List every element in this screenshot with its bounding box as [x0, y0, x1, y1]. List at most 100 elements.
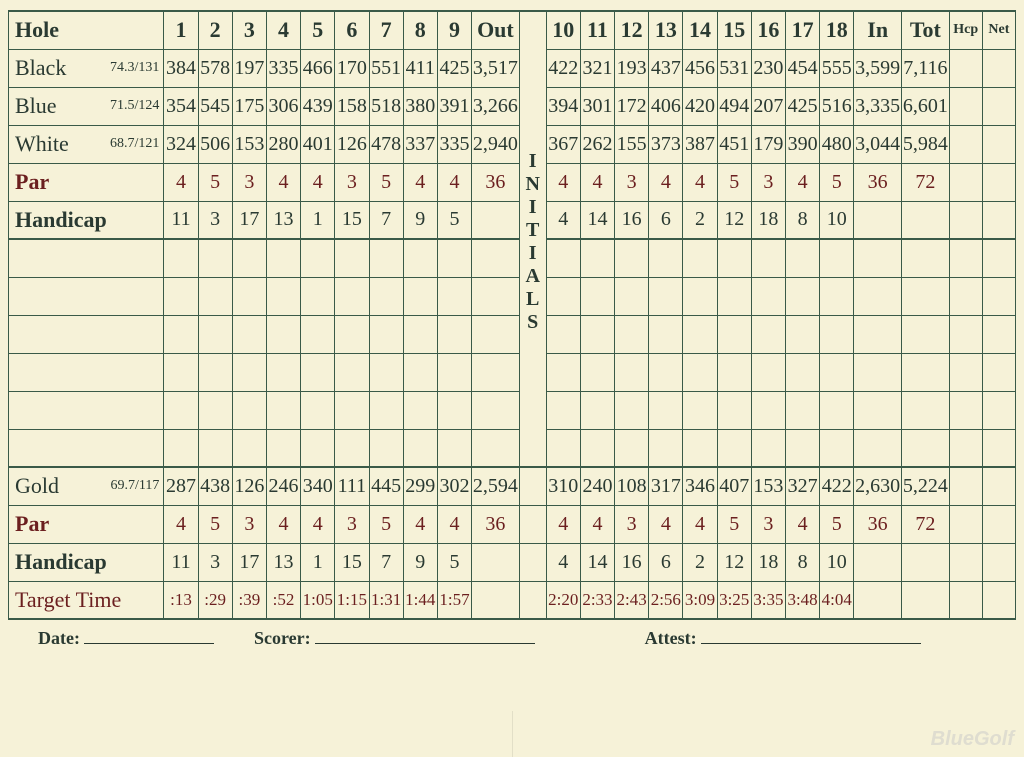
- handicap-h16: 18: [751, 201, 785, 239]
- blank-cell: [649, 353, 683, 391]
- handicap2-h6: 15: [335, 543, 369, 581]
- black-tee-h17: 454: [785, 49, 819, 87]
- hole-13-header: 13: [649, 11, 683, 49]
- par2-h9: 4: [437, 505, 471, 543]
- target-time-tot: [902, 581, 950, 619]
- attest-line: [701, 643, 921, 644]
- blank-cell: [683, 277, 717, 315]
- par-h16: 3: [751, 163, 785, 201]
- blank-cell: [982, 277, 1015, 315]
- target-time-h3: :39: [232, 581, 266, 619]
- blank-cell: [301, 429, 335, 467]
- handicap2-h3: 17: [232, 543, 266, 581]
- blank-cell: [232, 353, 266, 391]
- blank-cell: [982, 429, 1015, 467]
- handicap-h9: 5: [437, 201, 471, 239]
- blue-tee-h17: 425: [785, 87, 819, 125]
- handicap2-h12: 16: [615, 543, 649, 581]
- handicap2-h5: 1: [301, 543, 335, 581]
- black-tee-h1: 384: [164, 49, 198, 87]
- black-tee-h3: 197: [232, 49, 266, 87]
- hole-7-header: 7: [369, 11, 403, 49]
- blank-cell: [9, 315, 164, 353]
- blank-cell: [683, 429, 717, 467]
- blue-tee-h13: 406: [649, 87, 683, 125]
- blue-tee-h18: 516: [820, 87, 854, 125]
- blank-cell: [266, 315, 300, 353]
- gold-tee-h17: 327: [785, 467, 819, 505]
- par-in: 36: [854, 163, 902, 201]
- blank-cell: [369, 353, 403, 391]
- blank-cell: [902, 315, 950, 353]
- blank-cell: [301, 277, 335, 315]
- gold-tee-out: 2,594: [472, 467, 520, 505]
- blue-tee-row: Blue71.5/1243545451753064391585183803913…: [9, 87, 1016, 125]
- black-tee-h16: 230: [751, 49, 785, 87]
- white-tee-h3: 153: [232, 125, 266, 163]
- target-time-label: Target Time: [9, 581, 164, 619]
- blank-cell: [615, 315, 649, 353]
- hcp-header: Hcp: [949, 11, 982, 49]
- black-tee-row: Black74.3/131384578197335466170551411425…: [9, 49, 1016, 87]
- handicap2-net: [982, 543, 1015, 581]
- blank-cell: [198, 429, 232, 467]
- blank-cell: [785, 277, 819, 315]
- blank-cell: [266, 391, 300, 429]
- blank-cell: [369, 391, 403, 429]
- white-tee-h15: 451: [717, 125, 751, 163]
- white-tee-label: White68.7/121: [9, 125, 164, 163]
- blank-cell: [546, 391, 580, 429]
- par-tot: 72: [902, 163, 950, 201]
- black-tee-h14: 456: [683, 49, 717, 87]
- par-h2: 5: [198, 163, 232, 201]
- blue-tee-h1: 354: [164, 87, 198, 125]
- white-tee-h9: 335: [437, 125, 471, 163]
- gold-tee-h1: 287: [164, 467, 198, 505]
- blank-cell: [982, 353, 1015, 391]
- target-time-hcp: [949, 581, 982, 619]
- blank-cell: [717, 277, 751, 315]
- white-tee-h6: 126: [335, 125, 369, 163]
- par2-h13: 4: [649, 505, 683, 543]
- handicap-h2: 3: [198, 201, 232, 239]
- fold-line: [512, 711, 513, 757]
- blank-cell: [580, 315, 614, 353]
- gold-tee-row: Gold69.7/1172874381262463401114452993022…: [9, 467, 1016, 505]
- par2-h3: 3: [232, 505, 266, 543]
- target-time-h6: 1:15: [335, 581, 369, 619]
- target-time-h13: 2:56: [649, 581, 683, 619]
- player-row-2: [9, 277, 1016, 315]
- blue-tee-h11: 301: [580, 87, 614, 125]
- white-tee-h1: 324: [164, 125, 198, 163]
- white-tee-in: 3,044: [854, 125, 902, 163]
- par2-h18: 5: [820, 505, 854, 543]
- par-h3: 3: [232, 163, 266, 201]
- white-tee-h18: 480: [820, 125, 854, 163]
- handicap-net: [982, 201, 1015, 239]
- gold-tee-net: [982, 467, 1015, 505]
- handicap-label: Handicap: [9, 201, 164, 239]
- blank-cell: [437, 353, 471, 391]
- blank-cell: [751, 315, 785, 353]
- target-time-h12: 2:43: [615, 581, 649, 619]
- handicap-h14: 2: [683, 201, 717, 239]
- white-tee-h4: 280: [266, 125, 300, 163]
- blank-cell: [198, 239, 232, 277]
- blank-cell: [266, 239, 300, 277]
- handicap-h15: 12: [717, 201, 751, 239]
- target-time-h15: 3:25: [717, 581, 751, 619]
- handicap2-h8: 9: [403, 543, 437, 581]
- black-tee-h6: 170: [335, 49, 369, 87]
- gold-tee-h13: 317: [649, 467, 683, 505]
- blank-cell: [751, 353, 785, 391]
- blank-cell: [403, 429, 437, 467]
- blank-cell: [198, 391, 232, 429]
- blank-cell: [982, 315, 1015, 353]
- blank-cell: [751, 239, 785, 277]
- blank-cell: [580, 391, 614, 429]
- par2-h1: 4: [164, 505, 198, 543]
- white-tee-h10: 367: [546, 125, 580, 163]
- blue-tee-h10: 394: [546, 87, 580, 125]
- blank-cell: [982, 239, 1015, 277]
- blank-cell: [820, 315, 854, 353]
